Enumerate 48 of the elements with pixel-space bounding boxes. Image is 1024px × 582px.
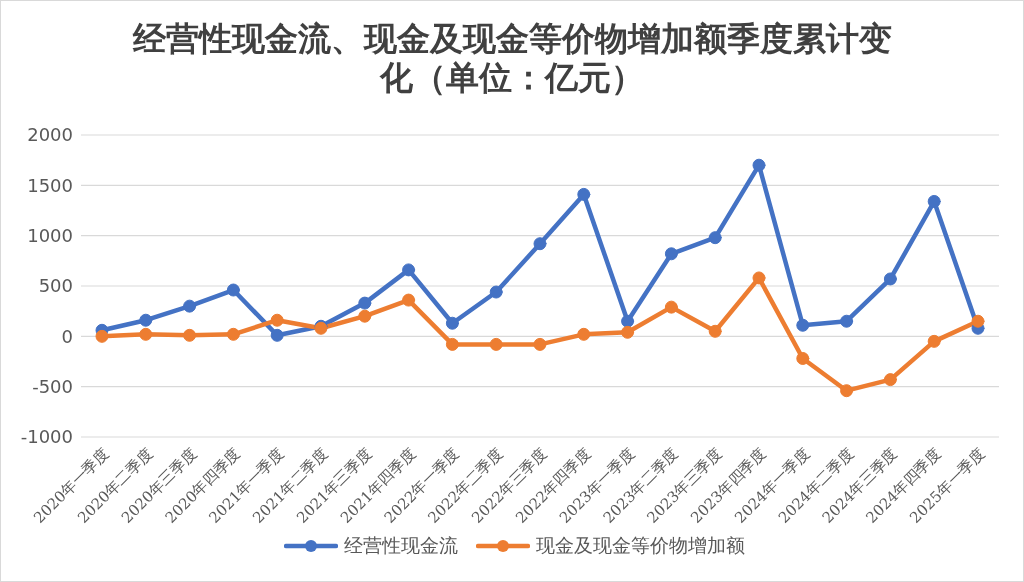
point: [95, 329, 109, 343]
point: [358, 309, 372, 323]
point: [708, 324, 722, 338]
point: [927, 194, 941, 208]
point: [402, 293, 416, 307]
point: [752, 271, 766, 285]
y-tick-label: -1000: [20, 426, 73, 448]
y-tick-label: 0: [61, 325, 73, 347]
point: [621, 325, 635, 339]
y-tick-label: 2000: [27, 124, 73, 146]
y-tick-label: 1000: [27, 225, 73, 247]
point: [577, 187, 591, 201]
point: [226, 283, 240, 297]
point: [971, 314, 985, 328]
point: [270, 328, 284, 342]
point: [445, 316, 459, 330]
point: [226, 327, 240, 341]
point: [883, 272, 897, 286]
point: [621, 314, 635, 328]
point: [139, 313, 153, 327]
point: [796, 351, 810, 365]
point: [533, 237, 547, 251]
chart-title: 经营性现金流、现金及现金等价物增加额季度累计变化（单位：亿元）: [131, 19, 893, 99]
point: [445, 337, 459, 351]
point: [708, 231, 722, 245]
point: [796, 318, 810, 332]
point: [664, 247, 678, 261]
point: [358, 296, 372, 310]
point: [664, 300, 678, 314]
point: [183, 299, 197, 313]
y-tick-label: 500: [38, 275, 73, 297]
point: [270, 313, 284, 327]
point: [402, 263, 416, 277]
point: [840, 384, 854, 398]
point: [489, 337, 503, 351]
point: [752, 158, 766, 172]
point: [840, 314, 854, 328]
y-tick-label: 1500: [27, 174, 73, 196]
point: [883, 373, 897, 387]
point: [139, 327, 153, 341]
point: [183, 328, 197, 342]
legend-label: 现金及现金等价物增加额: [535, 533, 745, 558]
y-tick-label: -500: [32, 376, 73, 398]
point: [927, 334, 941, 348]
point: [489, 285, 503, 299]
legend-label: 经营性现金流: [343, 533, 458, 558]
point: [577, 327, 591, 341]
point: [533, 337, 547, 351]
